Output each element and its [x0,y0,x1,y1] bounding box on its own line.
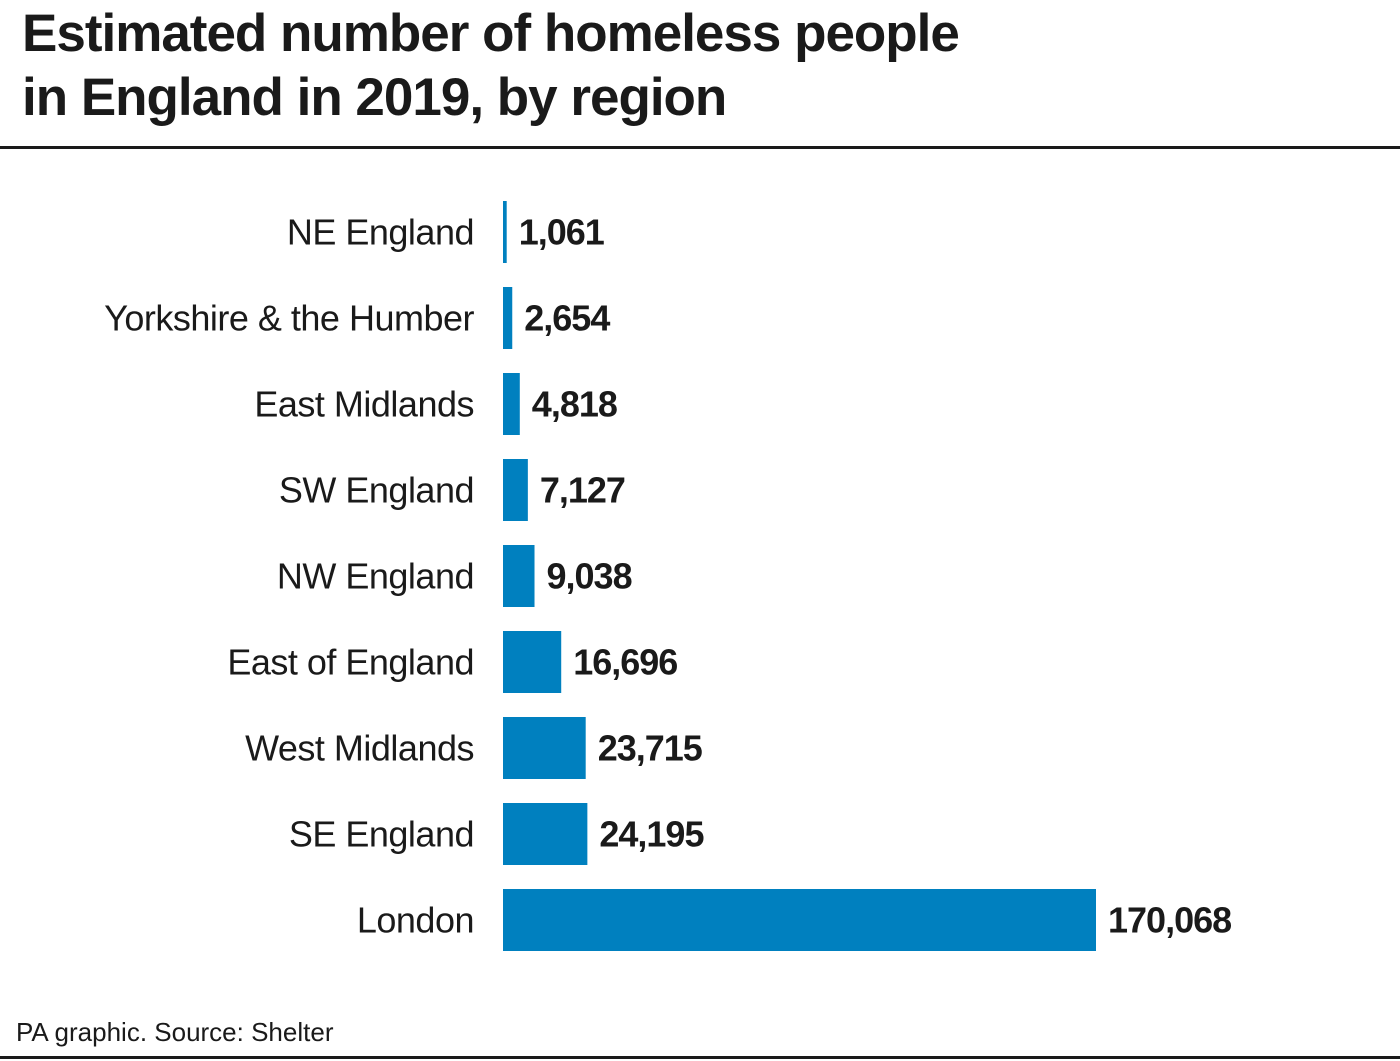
bar-sw-england [503,459,528,521]
value-label-sw-england: 7,127 [540,470,625,511]
bar-row-yorkshire-and-the-humber: Yorkshire & the Humber 2,654 [104,287,611,349]
bar-se-england [503,803,588,865]
value-label-west-midlands: 23,715 [598,728,703,769]
category-label-sw-england: SW England [279,470,474,511]
category-label-london: London [357,900,474,941]
value-label-east-midlands: 4,818 [532,384,617,425]
chart-title-line-2: in England in 2019, by region [22,68,727,127]
source-note: PA graphic. Source: Shelter [16,1017,334,1047]
title-divider [0,146,1400,149]
value-label-east-of-england: 16,696 [573,642,677,683]
bar-row-nw-england: NW England 9,038 [277,545,633,607]
chart-title: Estimated number of homeless people in E… [22,2,1222,130]
bar-nw-england [503,545,535,607]
bar-london [503,889,1096,951]
category-label-se-england: SE England [289,814,474,855]
footer-divider [0,1056,1400,1059]
value-label-yorkshire-and-the-humber: 2,654 [524,298,610,339]
value-label-se-england: 24,195 [599,814,704,855]
category-label-east-of-england: East of England [227,642,474,683]
value-label-ne-england: 1,061 [519,212,605,253]
value-label-london: 170,068 [1108,900,1231,941]
bar-row-london: London 170,068 [357,889,1232,951]
bar-row-sw-england: SW England 7,127 [279,459,626,521]
bar-row-se-england: SE England 24,195 [289,803,705,865]
category-label-yorkshire-and-the-humber: Yorkshire & the Humber [104,298,474,339]
value-label-nw-england: 9,038 [547,556,632,597]
bar-row-ne-england: NE England 1,061 [287,201,606,263]
category-label-nw-england: NW England [277,556,474,597]
bar-yorkshire-and-the-humber [503,287,513,349]
category-label-ne-england: NE England [287,212,474,253]
bar-east-of-england [503,631,562,693]
category-label-west-midlands: West Midlands [245,728,474,769]
chart-title-line-1: Estimated number of homeless people [22,4,960,63]
bar-ne-england [503,201,507,263]
bar-row-east-midlands: East Midlands 4,818 [254,373,618,435]
category-label-east-midlands: East Midlands [254,384,474,425]
bar-east-midlands [503,373,520,435]
bar-row-east-of-england: East of England 16,696 [227,631,678,693]
bar-row-west-midlands: West Midlands 23,715 [245,717,704,779]
bar-west-midlands [503,717,586,779]
